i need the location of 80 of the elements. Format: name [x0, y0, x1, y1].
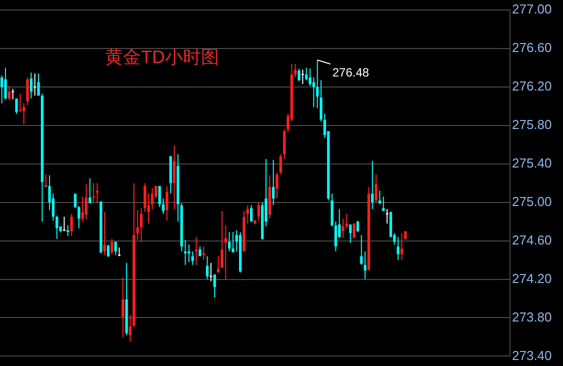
candlestick: [56, 215, 58, 240]
y-tick-label: 275.80: [512, 116, 552, 132]
candlestick: [385, 208, 389, 224]
candlestick: [184, 239, 187, 266]
candlestick: [18, 93, 22, 112]
candlestick: [172, 145, 176, 210]
candlestick: [122, 276, 124, 338]
candlestick: [364, 250, 366, 280]
candlestick: [44, 174, 48, 187]
candlestick: [261, 202, 264, 240]
candlestick: [8, 85, 10, 101]
candlestick: [166, 185, 168, 222]
y-tick-label: 273.40: [512, 348, 552, 363]
y-tick-label: 275.00: [512, 194, 552, 209]
candlestick: [198, 246, 202, 256]
candlestick: [125, 262, 128, 336]
candlestick: [367, 186, 370, 272]
candlestick: [62, 216, 66, 231]
candlestick: [4, 67, 7, 100]
text: 黄金TD小时图: [105, 46, 219, 67]
candlestick: [110, 238, 114, 255]
candlestick: [70, 213, 73, 236]
candlestick: [100, 201, 102, 254]
candlestick: [136, 210, 139, 240]
candlestick: [374, 174, 378, 203]
candlestick: [74, 194, 77, 209]
candlestick: [254, 219, 256, 225]
candlestick: [162, 198, 165, 214]
candlestick: [239, 232, 242, 274]
candlestick: [0, 74, 4, 104]
candlestick: [140, 208, 143, 242]
candlestick: [396, 236, 400, 261]
candlestick: [88, 178, 92, 204]
y-tick-label: 274.20: [512, 270, 552, 286]
y-tick-label: 277.00: [512, 2, 552, 17]
candlestick: [206, 256, 209, 280]
candlestick: [228, 232, 231, 252]
candlestick: [150, 187, 154, 210]
candlestick: [268, 174, 271, 220]
y-tick-label: 276.60: [512, 40, 552, 56]
candlestick: [15, 98, 18, 114]
candlestick: [312, 76, 316, 108]
candlestick: [66, 224, 70, 236]
candlestick: [11, 88, 15, 100]
candlestick: [188, 244, 190, 262]
y-tick-label: 274.60: [512, 232, 552, 248]
candlestick: [378, 190, 382, 205]
candlestick: [30, 72, 33, 99]
candlestick: [103, 211, 106, 256]
candlestick: [300, 69, 305, 85]
candlestick: [78, 206, 80, 229]
candlestick: [144, 182, 146, 212]
candlestick: [84, 184, 88, 220]
candlestick: [360, 234, 363, 266]
candlestick: [345, 213, 348, 229]
candlestick: [191, 250, 194, 266]
candlestick: [279, 154, 282, 175]
annotation: 276.48: [332, 65, 370, 80]
y-tick-label: 276.20: [512, 78, 552, 94]
candlestick: [283, 128, 286, 160]
y-tick-label: 273.80: [512, 309, 552, 324]
candlestick: [194, 236, 198, 266]
candlestick: [356, 220, 360, 233]
candlestick: [33, 72, 37, 96]
candlestick: [114, 242, 117, 256]
candlestick: [92, 182, 95, 204]
candlestick: [232, 232, 234, 252]
y-tick-label: 275.40: [512, 155, 552, 170]
candlestick: [250, 204, 253, 222]
candlestick: [106, 244, 110, 258]
candlestick: [272, 160, 275, 206]
candlestick: [22, 102, 26, 125]
candlestick: [294, 63, 297, 78]
candlestick: [400, 232, 404, 261]
candlestick: [382, 196, 385, 211]
candlestick: [209, 262, 213, 282]
candlestick: [276, 172, 278, 199]
candlestick: [342, 218, 344, 238]
candlestick: [371, 160, 374, 210]
candlestick: [298, 68, 300, 82]
